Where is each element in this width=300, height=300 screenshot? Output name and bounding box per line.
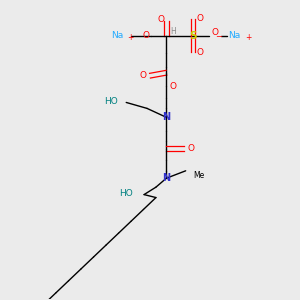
Text: N: N — [162, 173, 170, 183]
Text: −: − — [215, 32, 223, 41]
Text: O: O — [196, 14, 203, 23]
Text: O: O — [142, 31, 150, 40]
Text: O: O — [169, 82, 176, 91]
Text: +: + — [128, 33, 134, 42]
Text: Na: Na — [111, 31, 123, 40]
Text: N: N — [162, 112, 170, 122]
Text: HO: HO — [104, 97, 118, 106]
Text: Na: Na — [229, 31, 241, 40]
Text: H: H — [170, 27, 176, 36]
Text: O: O — [196, 48, 203, 57]
Text: S: S — [189, 31, 197, 40]
Text: O: O — [140, 71, 147, 80]
Text: O: O — [187, 144, 194, 153]
Text: O: O — [158, 15, 164, 24]
Text: Me: Me — [194, 171, 205, 180]
Text: O: O — [211, 28, 218, 37]
Text: HO: HO — [119, 189, 133, 198]
Text: +: + — [245, 33, 251, 42]
